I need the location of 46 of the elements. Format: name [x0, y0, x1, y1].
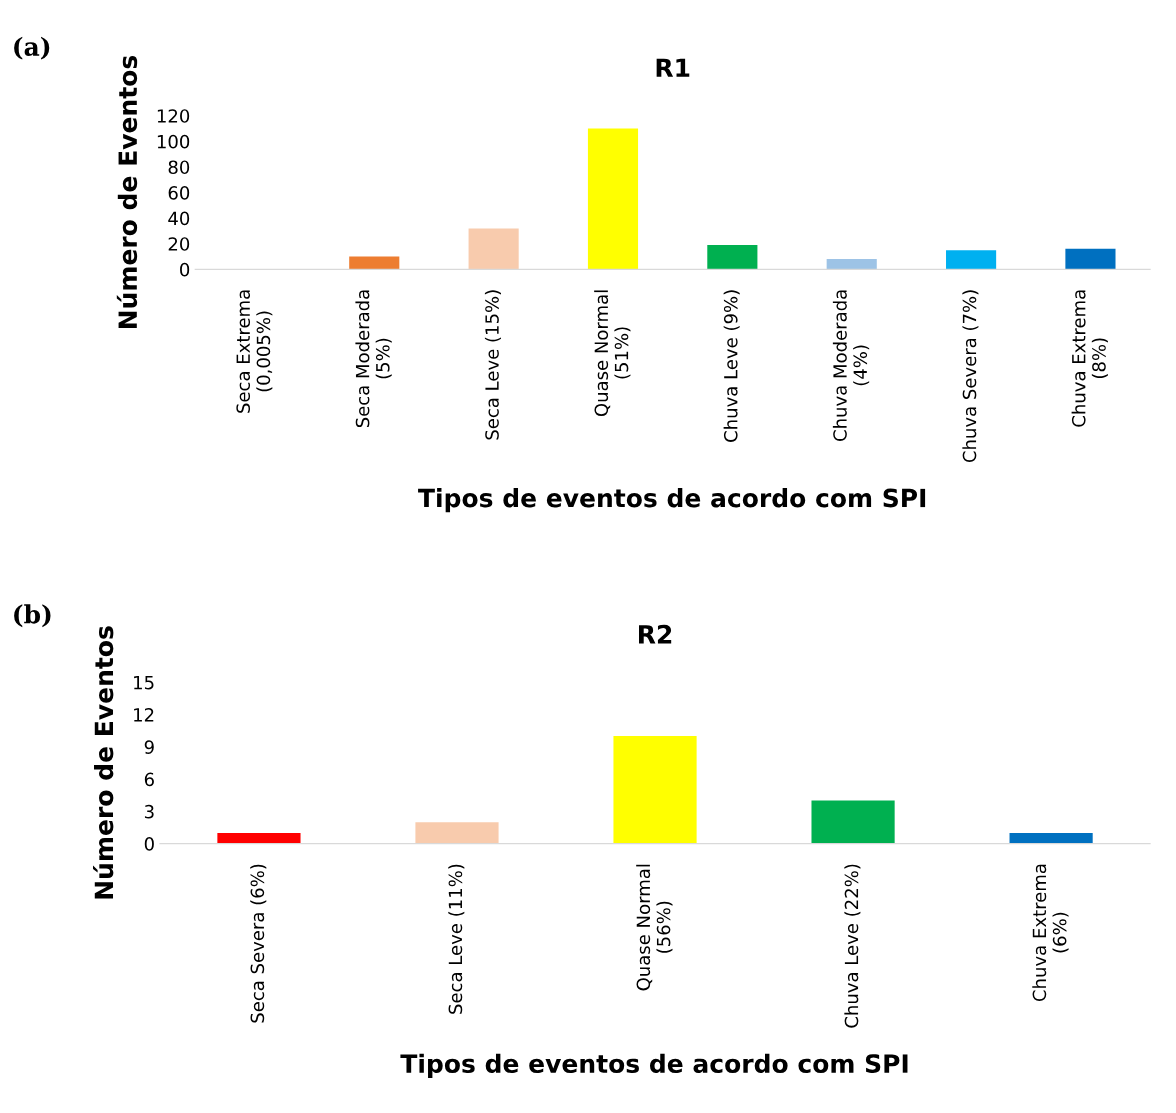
- text: (b): [14, 604, 51, 628]
- bar: [587, 128, 639, 270]
- x-tick-label: Chuva Severa (7%): [962, 290, 979, 463]
- y-tick-label: 6: [144, 772, 154, 787]
- x-tick-label: Chuva Extrema (6%): [1032, 864, 1069, 1002]
- x-tick-label: Chuva Moderada (4%): [832, 290, 870, 441]
- y-axis-title: Número de Eventos: [116, 55, 138, 329]
- y-tick-label: 0: [180, 262, 190, 277]
- x-tick-label: Seca Leve (11%): [448, 864, 465, 1014]
- x-tick-label: Seca Extrema (0,005%): [236, 290, 273, 413]
- chart-title: R1: [656, 58, 690, 77]
- x-tick-label: Chuva Leve (9%): [723, 290, 740, 442]
- bar: [1009, 832, 1093, 844]
- y-tick-label: 60: [168, 186, 190, 200]
- bar: [468, 228, 519, 270]
- x-tick-label: Chuva Leve (22%): [844, 864, 861, 1028]
- x-tick-label: Seca Severa (6%): [250, 864, 267, 1023]
- text: (a): [14, 36, 50, 60]
- bar: [946, 250, 997, 270]
- chart-title: R2: [639, 624, 672, 644]
- x-tick-label: Quase Normal (51%): [594, 290, 631, 417]
- bar: [349, 256, 400, 270]
- y-tick-label: 3: [144, 804, 154, 819]
- y-tick-label: 120: [157, 109, 190, 123]
- x-tick-label: Quase Normal (56%): [636, 864, 673, 991]
- y-axis-title: Número de Eventos: [93, 626, 114, 899]
- bar: [811, 800, 895, 844]
- y-tick-label: 15: [134, 675, 154, 690]
- x-axis-title: Tipos de eventos de acordo com SPI: [418, 488, 926, 513]
- bar: [217, 832, 301, 844]
- bar: [415, 822, 499, 844]
- x-tick-label: Chuva Extrema (8%): [1071, 290, 1108, 427]
- bar: [613, 736, 697, 844]
- y-tick-label: 0: [144, 837, 154, 851]
- y-tick-label: 9: [144, 740, 154, 754]
- y-tick-label: 12: [134, 708, 154, 722]
- x-tick-label: Seca Leve (15%): [484, 290, 501, 440]
- bar: [707, 245, 758, 270]
- y-tick-label: 20: [168, 237, 190, 251]
- y-tick-label: 40: [168, 211, 190, 226]
- bar: [1065, 248, 1116, 270]
- y-tick-label: 100: [157, 134, 190, 149]
- x-tick-label: Seca Moderada (5%): [355, 290, 392, 428]
- bar: [826, 259, 877, 270]
- y-tick-label: 80: [168, 160, 190, 175]
- x-axis-title: Tipos de eventos de acordo com SPI: [400, 1053, 908, 1078]
